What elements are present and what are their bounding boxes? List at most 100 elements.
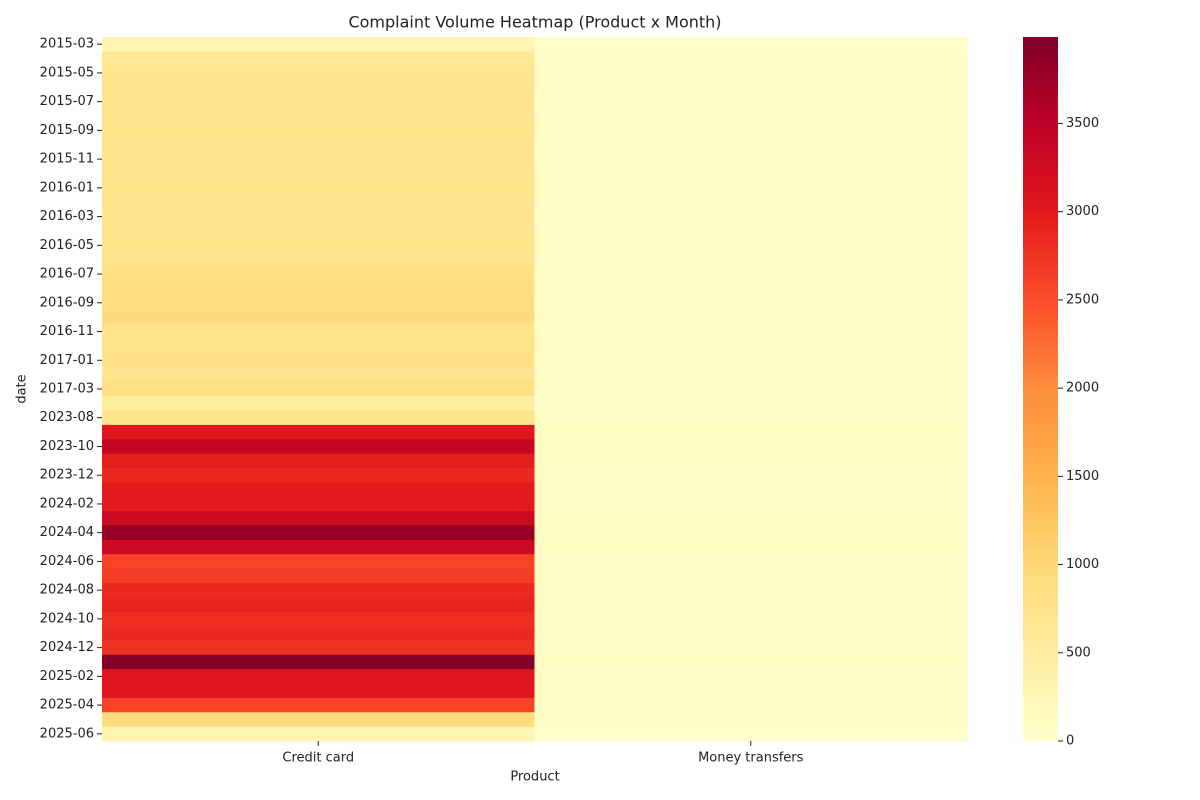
heatmap-cell [534,582,968,598]
y-tick-label: 2015-09 [40,123,94,138]
heatmap-cell [102,80,535,95]
y-tick-label: 2016-05 [40,238,94,253]
heatmap-cell [102,166,535,182]
heatmap-cell [102,511,535,526]
colorbar-tick-label: 0 [1066,734,1074,749]
x-axis-label: Product [510,770,559,785]
heatmap-cell [534,80,968,95]
heatmap-cell [534,453,968,469]
colorbar-tick-label: 2500 [1066,292,1099,307]
y-tick-label: 2015-03 [40,37,94,52]
heatmap-cell [534,367,968,383]
heatmap-cell [102,37,535,52]
heatmap-cell [102,654,535,670]
heatmap-cell [102,309,535,325]
y-tick-label: 2025-02 [40,669,94,684]
heatmap-cell [102,295,535,311]
y-tick-label: 2015-05 [40,65,94,80]
heatmap-cell [102,424,535,440]
heatmap-cell [102,539,535,555]
heatmap-cell [102,468,535,483]
heatmap-cell [102,396,535,412]
y-tick-label: 2015-07 [40,94,94,109]
y-tick-label: 2023-10 [40,439,94,454]
heatmap-cell [534,640,968,656]
heatmap-cell [102,209,535,225]
heatmap-cell [102,697,535,713]
heatmap-cell [534,697,968,713]
y-tick-label: 2024-06 [40,554,94,569]
colorbar-tick-label: 500 [1066,645,1091,660]
y-tick-label: 2016-03 [40,209,94,224]
heatmap-cell [102,726,535,742]
y-tick-label: 2024-10 [40,611,94,626]
heatmap-cell [102,367,535,383]
heatmap-cell [102,238,535,254]
heatmap-cell [534,539,968,555]
y-tick-label: 2016-11 [40,324,94,339]
y-tick-label: 2024-02 [40,496,94,511]
heatmap-cell [534,324,968,340]
heatmap-cell [102,281,535,297]
heatmap-cell [102,439,535,455]
heatmap-cell [534,726,968,742]
heatmap-cell [534,108,968,124]
heatmap-cell [102,180,535,196]
heatmap-cell [534,611,968,627]
y-tick-label: 2016-07 [40,267,94,282]
heatmap-cell [102,582,535,598]
heatmap-cell [534,683,968,699]
heatmap-cell [534,568,968,584]
heatmap-cell [102,683,535,699]
heatmap-cell [102,123,535,139]
heatmap-cell [534,309,968,325]
heatmap-cell [102,108,535,124]
heatmap-cell [534,525,968,541]
heatmap-cell [102,353,535,368]
heatmap-cell [102,51,535,67]
heatmap-cell [102,611,535,627]
heatmap-cell [534,166,968,182]
heatmap-cell [102,482,535,498]
heatmap-cell [102,640,535,656]
heatmap-cell [534,238,968,254]
heatmap-cell [102,410,535,426]
heatmap-cell [534,424,968,440]
heatmap-cell [534,654,968,670]
y-tick-label: 2017-01 [40,353,94,368]
y-tick-label: 2025-04 [40,698,94,713]
y-tick-label: 2023-08 [40,410,94,425]
heatmap-cell [102,525,535,541]
heatmap-cell [102,626,535,641]
y-tick-label: 2016-09 [40,295,94,310]
chart-title: Complaint Volume Heatmap (Product x Mont… [348,13,721,32]
x-tick-label: Credit card [282,751,354,766]
heatmap-cell [534,482,968,498]
heatmap-cell [534,51,968,67]
heatmap-cell [102,65,535,81]
heatmap-cell [534,712,968,728]
y-tick-label: 2017-03 [40,382,94,397]
heatmap-cell [534,381,968,397]
heatmap-cell [534,353,968,368]
heatmap-cell [534,151,968,167]
colorbar-tick-label: 3500 [1066,116,1099,131]
heatmap-cell [534,410,968,426]
heatmap-cell [534,295,968,311]
heatmap-cell [534,439,968,455]
heatmap-cell [102,151,535,167]
heatmap-cell [534,597,968,613]
heatmap-cell [534,281,968,297]
y-tick-label: 2024-12 [40,640,94,655]
heatmap-cell [102,712,535,728]
heatmap-cell [102,223,535,239]
colorbar-tick-label: 1000 [1066,557,1099,572]
heatmap-cell [534,65,968,81]
heatmap-cell [102,496,535,512]
heatmap-cell [534,223,968,239]
y-tick-label: 2024-04 [40,525,94,540]
heatmap-cell [102,669,535,685]
heatmap-cell [102,453,535,469]
heatmap-cell [102,195,535,210]
